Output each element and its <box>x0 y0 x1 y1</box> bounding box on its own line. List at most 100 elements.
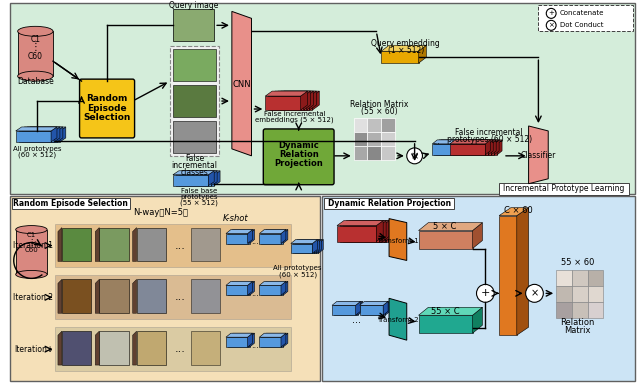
Polygon shape <box>312 91 319 110</box>
Bar <box>354 132 367 146</box>
Bar <box>381 118 395 132</box>
Polygon shape <box>360 301 388 305</box>
Bar <box>349 226 388 242</box>
Text: 5 × C: 5 × C <box>433 222 457 231</box>
Text: (1 × 512): (1 × 512) <box>388 46 424 55</box>
Bar <box>323 196 635 381</box>
Bar <box>354 146 367 160</box>
Polygon shape <box>385 301 390 315</box>
Text: K-shot: K-shot <box>223 214 248 223</box>
Text: ...: ... <box>252 237 259 246</box>
Text: C1: C1 <box>27 232 36 237</box>
Polygon shape <box>316 239 321 254</box>
Text: Relation: Relation <box>561 318 595 327</box>
Polygon shape <box>380 221 386 242</box>
Bar <box>228 234 250 244</box>
Polygon shape <box>250 229 255 244</box>
Text: Episode: Episode <box>87 103 127 113</box>
Polygon shape <box>494 140 499 155</box>
Bar <box>367 132 381 146</box>
Polygon shape <box>271 91 314 96</box>
Bar <box>436 144 458 155</box>
Bar <box>24 131 60 142</box>
Polygon shape <box>472 307 483 333</box>
Polygon shape <box>281 333 286 347</box>
Bar <box>10 196 320 381</box>
Text: Dynamic Relation Projection: Dynamic Relation Projection <box>328 199 451 208</box>
Bar <box>572 302 588 318</box>
Bar <box>367 146 381 160</box>
Text: Transform-2: Transform-2 <box>377 317 419 323</box>
Bar <box>343 226 382 242</box>
Text: C × 60: C × 60 <box>504 206 533 215</box>
Polygon shape <box>462 140 502 144</box>
Bar <box>228 337 250 347</box>
Polygon shape <box>248 229 253 244</box>
Polygon shape <box>250 282 255 295</box>
Polygon shape <box>301 91 307 110</box>
Polygon shape <box>454 140 459 155</box>
Bar <box>99 228 129 262</box>
Polygon shape <box>376 221 383 242</box>
Polygon shape <box>303 91 310 110</box>
Polygon shape <box>346 221 392 226</box>
Bar <box>173 121 216 153</box>
Polygon shape <box>211 171 217 186</box>
Text: Concatenate: Concatenate <box>560 10 604 16</box>
Bar <box>271 96 307 110</box>
Ellipse shape <box>16 270 47 278</box>
Text: 55 × 60: 55 × 60 <box>561 258 595 267</box>
Polygon shape <box>291 239 317 244</box>
Polygon shape <box>265 91 307 96</box>
Polygon shape <box>337 221 383 226</box>
Bar <box>191 331 220 365</box>
Bar <box>332 305 356 315</box>
Circle shape <box>407 148 422 164</box>
Bar <box>62 331 92 365</box>
Polygon shape <box>261 333 288 337</box>
Polygon shape <box>362 301 390 305</box>
Bar <box>556 302 572 318</box>
Polygon shape <box>297 239 323 244</box>
Polygon shape <box>292 239 319 244</box>
Polygon shape <box>232 11 252 156</box>
Bar <box>16 131 51 142</box>
Text: CNN: CNN <box>232 80 251 88</box>
Bar <box>419 231 472 249</box>
Bar <box>291 244 312 254</box>
Text: ...: ... <box>174 344 185 354</box>
Bar <box>277 96 312 110</box>
Text: Random Episode Selection: Random Episode Selection <box>13 199 128 208</box>
Bar <box>419 315 472 333</box>
Polygon shape <box>176 171 217 175</box>
Bar <box>261 285 283 295</box>
Bar <box>179 175 214 186</box>
Bar <box>191 279 220 313</box>
Polygon shape <box>283 229 288 244</box>
Bar <box>99 279 129 313</box>
Polygon shape <box>383 301 388 315</box>
Polygon shape <box>435 140 461 144</box>
Polygon shape <box>57 127 63 142</box>
Polygon shape <box>419 223 483 231</box>
Bar <box>450 144 485 155</box>
Bar <box>18 31 53 76</box>
Polygon shape <box>277 91 319 96</box>
Polygon shape <box>436 140 463 144</box>
Text: ×: × <box>548 22 554 28</box>
Polygon shape <box>226 229 253 234</box>
Text: 55 × C: 55 × C <box>431 307 460 316</box>
Ellipse shape <box>16 226 47 234</box>
Polygon shape <box>419 307 483 315</box>
Polygon shape <box>318 239 323 254</box>
Polygon shape <box>472 223 483 249</box>
Polygon shape <box>226 333 253 337</box>
Bar <box>297 244 318 254</box>
Text: ...: ... <box>252 289 259 298</box>
Bar <box>572 286 588 302</box>
Bar <box>499 183 629 195</box>
Bar <box>191 228 220 262</box>
Polygon shape <box>310 91 316 110</box>
Bar <box>556 286 572 302</box>
Circle shape <box>525 284 543 302</box>
